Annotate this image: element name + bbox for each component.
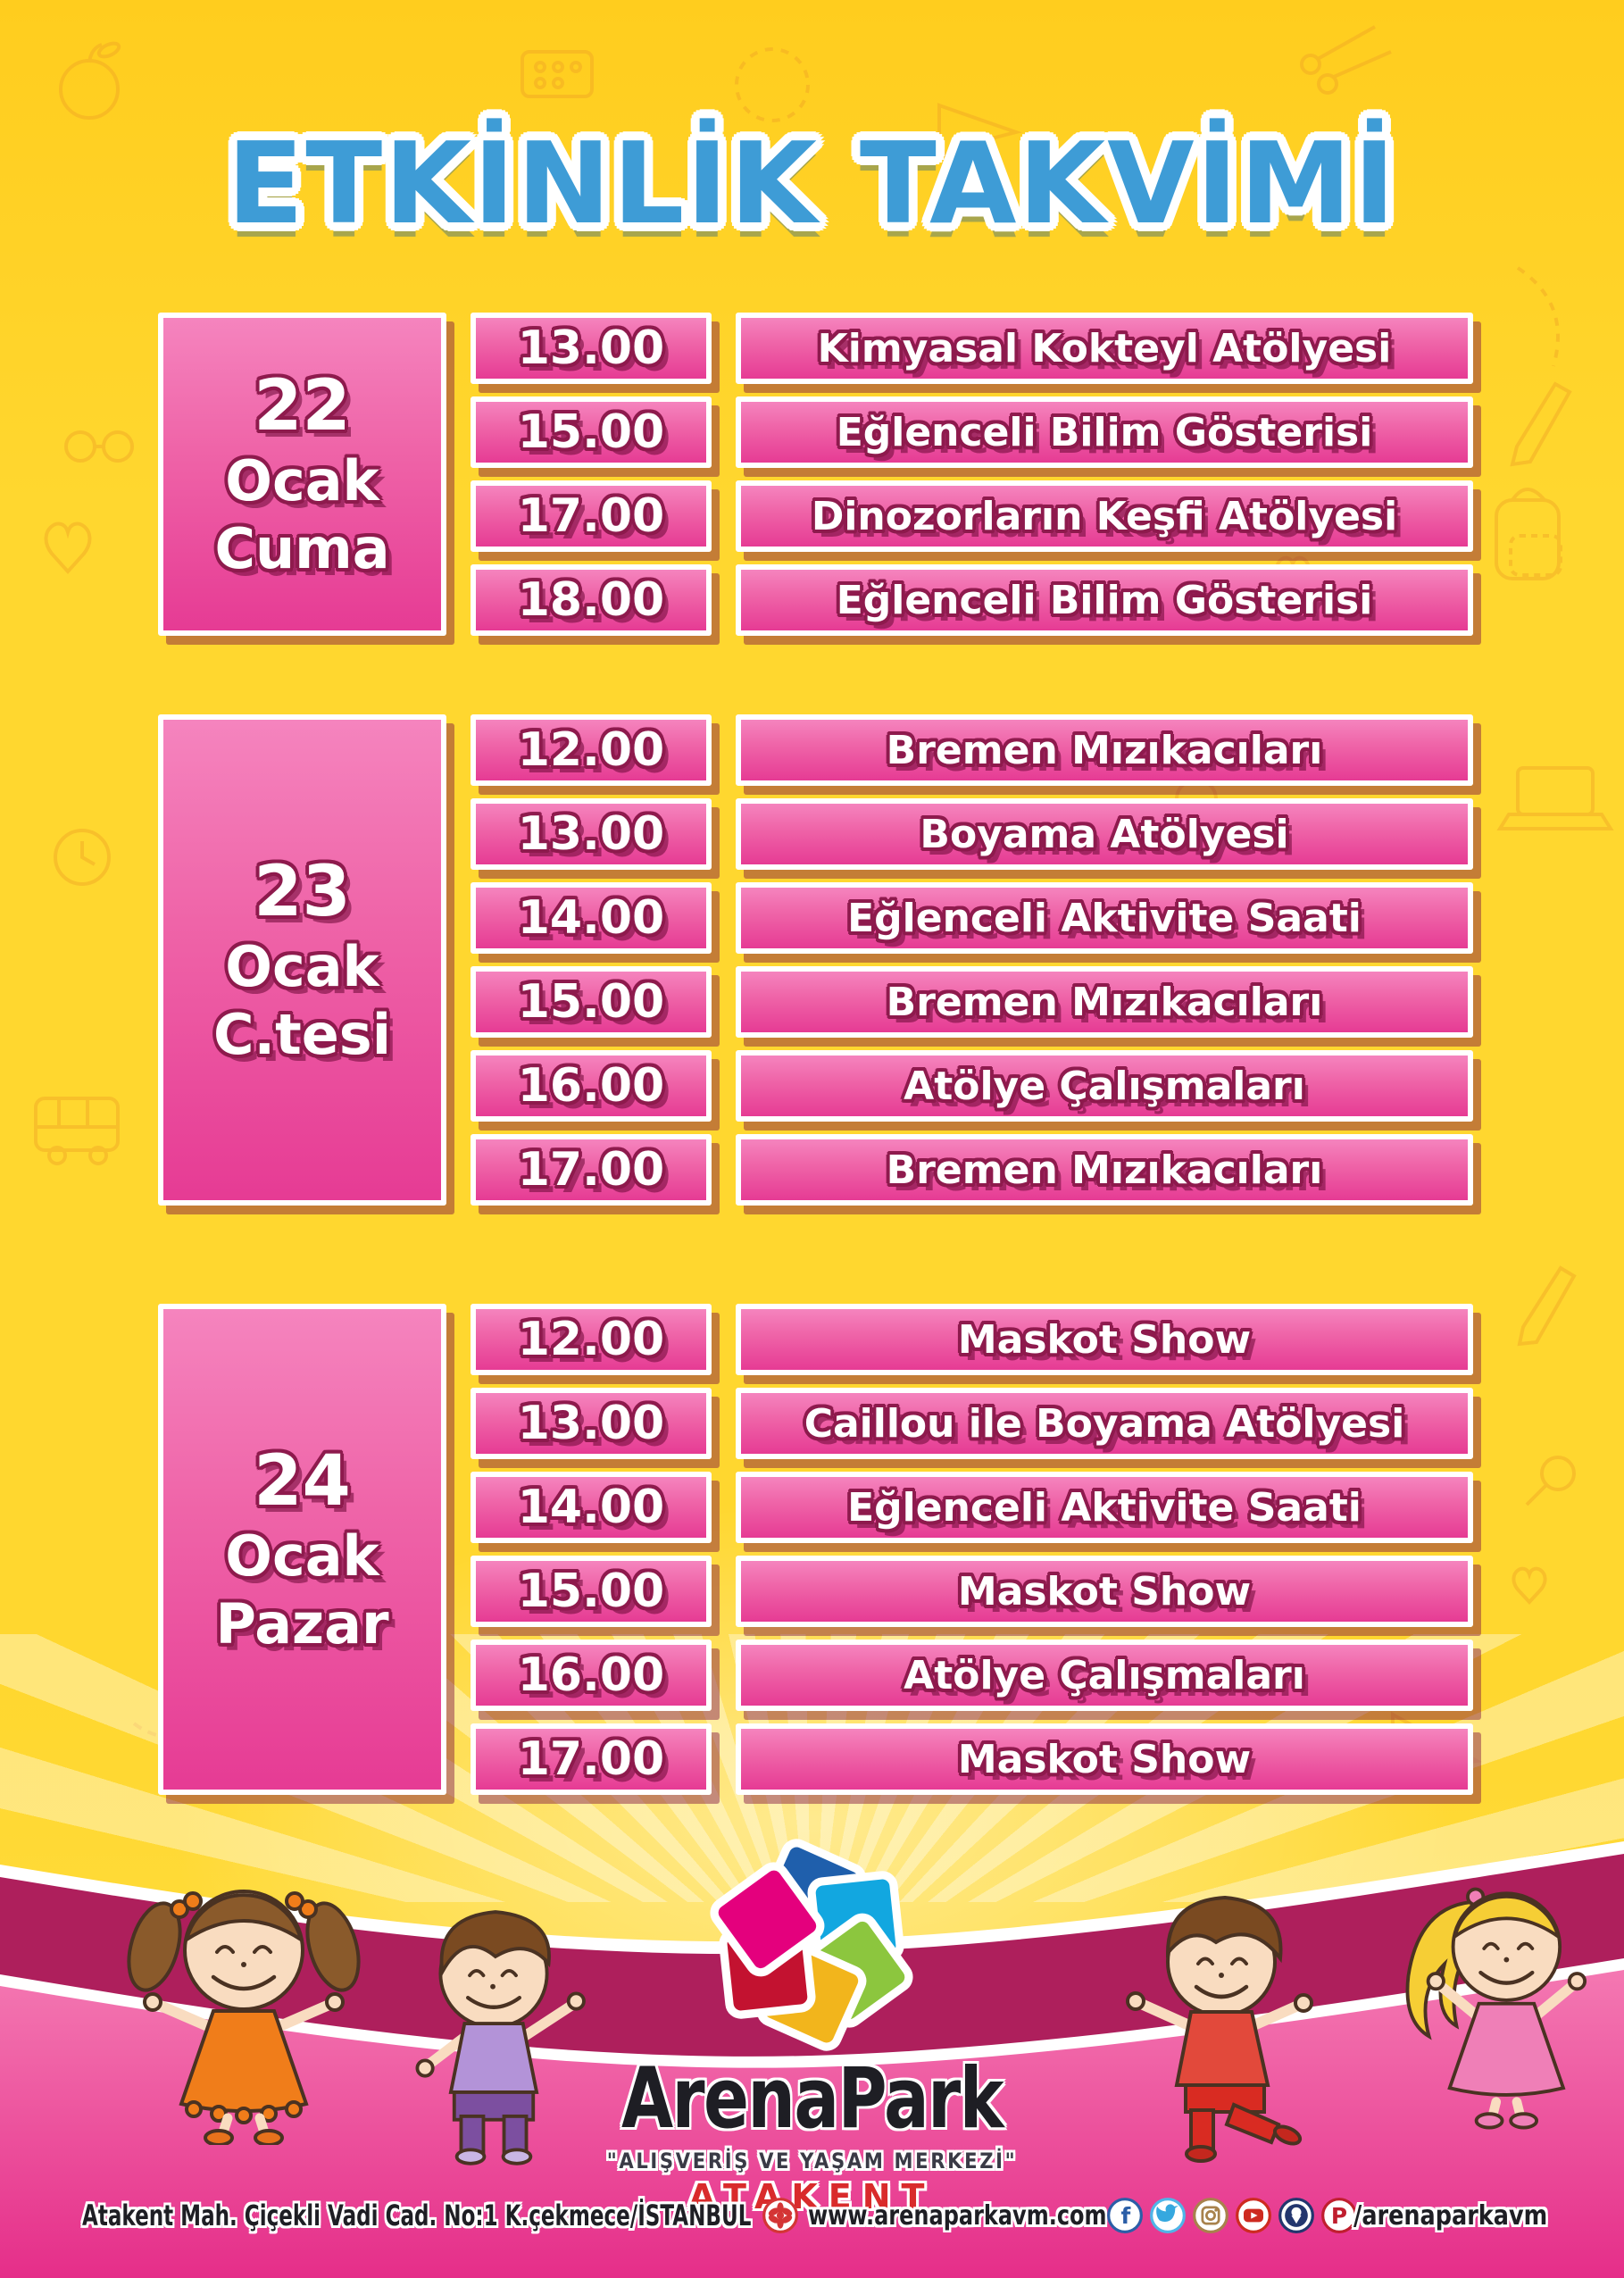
event-title: Maskot Show [736,1723,1473,1795]
day-month: Ocak [225,934,379,999]
brand-name: ArenaPark [620,2050,1004,2148]
day-weekday: C.tesi [213,1002,391,1067]
event-time: 18.00 [471,564,712,636]
day-label-saturday: 23 Ocak C.tesi [158,714,446,1206]
event-time: 14.00 [471,882,712,954]
boy-purple-illustration [415,1910,586,2165]
event-title: Eğlenceli Bilim Gösterisi [736,564,1473,636]
social-icons: f P [1105,2193,1359,2238]
event-time: 13.00 [471,798,712,870]
event-time: 16.00 [471,1640,712,1711]
event-title: Atölye Çalışmaları [736,1050,1473,1122]
event-title: Eğlenceli Aktivite Saati [736,882,1473,954]
event-title: Kimyasal Kokteyl Atölyesi [736,313,1473,384]
pinterest-icon: P [1321,2198,1357,2233]
pinwheel-logo-icon [710,1839,913,2051]
girl-orange-illustration [127,1890,361,2145]
event-title: Bremen Mızıkacıları [736,1134,1473,1206]
social-handle: /arenaparkavm [1353,2199,1548,2232]
event-time: 12.00 [471,1304,712,1375]
day-number: 22 [254,366,351,446]
website-block: www.arenaparkavm.com [761,2193,1181,2238]
flower-icon [762,2198,798,2233]
day-label-sunday: 24 Ocak Pazar [158,1304,446,1795]
day-weekday: Pazar [215,1591,389,1656]
event-title: Bremen Mızıkacıları [736,714,1473,786]
event-time: 17.00 [471,480,712,552]
event-title: Maskot Show [736,1556,1473,1627]
website-url: www.arenaparkavm.com [808,2199,1107,2232]
twitter-icon [1150,2198,1186,2233]
day-month: Ocak [225,1523,379,1589]
event-title: Eğlenceli Bilim Gösterisi [736,396,1473,468]
swarm-icon [1278,2198,1314,2233]
girl-pink-illustration [1405,1887,1587,2130]
schedule-saturday: 23 Ocak C.tesi 12.00 Bremen Mızıkacıları… [158,714,1473,1206]
event-time: 16.00 [471,1050,712,1122]
event-title: Dinozorların Keşfi Atölyesi [736,480,1473,552]
event-time: 13.00 [471,313,712,384]
event-title: Boyama Atölyesi [736,798,1473,870]
event-time: 17.00 [471,1134,712,1206]
schedule-sunday: 24 Ocak Pazar 12.00 Maskot Show 13.00 Ca… [158,1304,1473,1795]
event-title: Eğlenceli Aktivite Saati [736,1472,1473,1543]
svg-text:P: P [1331,2203,1347,2229]
brand-location: ATAKENT [688,2177,936,2216]
event-time: 15.00 [471,1556,712,1627]
svg-text:f: f [1121,2203,1131,2229]
day-number: 23 [254,852,351,932]
event-title: Maskot Show [736,1304,1473,1375]
boy-red-illustration [1126,1895,1313,2163]
event-title: Atölye Çalışmaları [736,1640,1473,1711]
event-time: 17.00 [471,1723,712,1795]
day-number: 24 [254,1441,351,1522]
event-title: Caillou ile Boyama Atölyesi [736,1388,1473,1459]
brand-tagline: "ALIŞVERİŞ VE YAŞAM MERKEZİ" [606,2149,1018,2174]
schedule-friday: 22 Ocak Cuma 13.00 Kimyasal Kokteyl Atöl… [158,313,1473,636]
event-time: 15.00 [471,396,712,468]
poster-title: ETKİNLİK TAKVİMİ [227,118,1397,250]
day-label-friday: 22 Ocak Cuma [158,313,446,636]
event-time: 15.00 [471,966,712,1038]
day-weekday: Cuma [214,516,390,581]
event-time: 14.00 [471,1472,712,1543]
youtube-icon [1236,2198,1271,2233]
event-time: 13.00 [471,1388,712,1459]
instagram-icon [1193,2198,1228,2233]
day-month: Ocak [225,448,379,513]
event-time: 12.00 [471,714,712,786]
facebook-icon: f [1107,2198,1143,2233]
address-text: Atakent Mah. Çiçekli Vadi Cad. No:1 K.çe… [82,2199,752,2232]
event-title: Bremen Mızıkacıları [736,966,1473,1038]
